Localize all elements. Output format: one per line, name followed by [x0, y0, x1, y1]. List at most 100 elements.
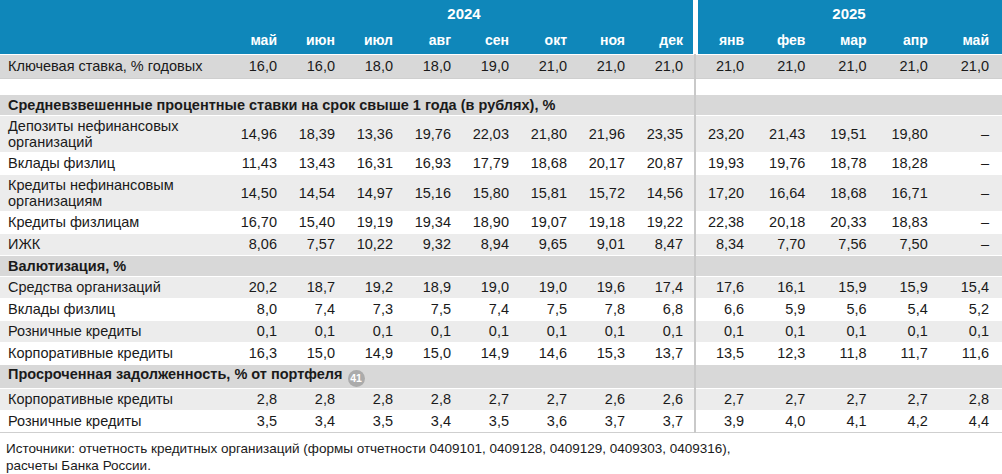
- value-cell: 0,1: [941, 320, 1002, 342]
- value-cell: 0,1: [464, 320, 522, 342]
- table-row: Вклады физлиц11,4313,4316,3116,9317,7918…: [0, 152, 1002, 174]
- value-cell: 20,17: [580, 152, 638, 174]
- value-cell: 15,3: [580, 342, 638, 364]
- value-cell: 17,79: [464, 152, 522, 174]
- value-cell: 19,0: [464, 276, 522, 298]
- value-cell: 22,38: [696, 211, 757, 233]
- value-cell: 2,7: [880, 388, 941, 410]
- value-cell: 15,9: [818, 276, 879, 298]
- row-label: ИЖК: [0, 233, 232, 255]
- table-row: Розничные кредиты0,10,10,10,10,10,10,10,…: [0, 320, 1002, 342]
- section-title-text: Валютизация, %: [8, 258, 126, 274]
- value-cell: 15,4: [941, 276, 1002, 298]
- value-cell: 15,72: [580, 174, 638, 211]
- value-cell: 18,83: [880, 211, 941, 233]
- value-cell: 15,0: [406, 342, 464, 364]
- value-cell: 21,0: [696, 54, 757, 78]
- value-cell: 3,5: [232, 410, 290, 432]
- value-cell: 18,7: [290, 276, 348, 298]
- value-cell: 5,4: [880, 298, 941, 320]
- section-title: Просроченная задолженность, % от портфел…: [0, 364, 1002, 388]
- value-cell: 5,9: [757, 298, 818, 320]
- value-cell: 2,8: [290, 388, 348, 410]
- value-cell: 16,0: [232, 54, 290, 78]
- value-cell: 9,01: [580, 233, 638, 255]
- value-cell: 19,80: [880, 115, 941, 152]
- row-label: Ключевая ставка, % годовых: [0, 54, 232, 78]
- value-cell: 18,39: [290, 115, 348, 152]
- value-cell: 16,31: [348, 152, 406, 174]
- value-cell: 7,8: [580, 298, 638, 320]
- section-header-row: Валютизация, %: [0, 255, 1002, 276]
- month-header-cell: май: [232, 27, 290, 54]
- value-cell: 18,9: [406, 276, 464, 298]
- table-row: Корпоративные кредиты2,82,82,82,82,72,72…: [0, 388, 1002, 410]
- value-cell: 2,6: [638, 388, 696, 410]
- rates-table-page: 20242025майиюниюлавгсеноктноядекянвфевма…: [0, 0, 1002, 474]
- value-cell: 19,93: [696, 152, 757, 174]
- value-cell: 5,6: [818, 298, 879, 320]
- section-title: Средневзвешенные процентные ставки на ср…: [0, 94, 1002, 115]
- month-header-cell: фев: [757, 27, 818, 54]
- value-cell: 9,65: [522, 233, 580, 255]
- value-cell: –: [941, 233, 1002, 255]
- spacer-row: [0, 78, 1002, 94]
- value-cell: 3,5: [464, 410, 522, 432]
- value-cell: 21,0: [580, 54, 638, 78]
- table-row: Средства организаций20,218,719,218,919,0…: [0, 276, 1002, 298]
- value-cell: 18,0: [348, 54, 406, 78]
- value-cell: 19,2: [348, 276, 406, 298]
- rates-table: 20242025майиюниюлавгсеноктноядекянвфевма…: [0, 0, 1002, 433]
- value-cell: 20,2: [232, 276, 290, 298]
- value-cell: 0,1: [638, 320, 696, 342]
- value-cell: 16,64: [757, 174, 818, 211]
- value-cell: 15,16: [406, 174, 464, 211]
- value-cell: 20,18: [757, 211, 818, 233]
- value-cell: 8,47: [638, 233, 696, 255]
- value-cell: 8,0: [232, 298, 290, 320]
- table-row: ИЖК8,067,5710,229,328,949,659,018,478,34…: [0, 233, 1002, 255]
- value-cell: 8,06: [232, 233, 290, 255]
- value-cell: 18,78: [818, 152, 879, 174]
- value-cell: 3,4: [290, 410, 348, 432]
- value-cell: 0,1: [580, 320, 638, 342]
- value-cell: 2,7: [696, 388, 757, 410]
- value-cell: 18,68: [522, 152, 580, 174]
- value-cell: 2,8: [406, 388, 464, 410]
- month-header-cell: май: [941, 27, 1002, 54]
- value-cell: 15,0: [290, 342, 348, 364]
- section-title: Валютизация, %: [0, 255, 1002, 276]
- value-cell: 5,2: [941, 298, 1002, 320]
- value-cell: 18,90: [464, 211, 522, 233]
- value-cell: 9,32: [406, 233, 464, 255]
- value-cell: 14,9: [464, 342, 522, 364]
- value-cell: 16,70: [232, 211, 290, 233]
- row-label: Кредиты физлицам: [0, 211, 232, 233]
- value-cell: 0,1: [232, 320, 290, 342]
- table-row: Кредиты нефинансовым организациям14,5014…: [0, 174, 1002, 211]
- value-cell: 7,56: [818, 233, 879, 255]
- row-label: Розничные кредиты: [0, 410, 232, 432]
- year-divider-header: [693, 0, 698, 54]
- value-cell: 19,07: [522, 211, 580, 233]
- value-cell: 7,5: [522, 298, 580, 320]
- value-cell: 8,34: [696, 233, 757, 255]
- value-cell: 4,0: [757, 410, 818, 432]
- value-cell: 14,6: [522, 342, 580, 364]
- value-cell: 4,4: [941, 410, 1002, 432]
- value-cell: 7,5: [406, 298, 464, 320]
- value-cell: 23,20: [696, 115, 757, 152]
- value-cell: 19,34: [406, 211, 464, 233]
- value-cell: 3,6: [522, 410, 580, 432]
- section-header-row: Просроченная задолженность, % от портфел…: [0, 364, 1002, 388]
- row-label: Депозиты нефинансовых организаций: [0, 115, 232, 152]
- value-cell: 21,0: [941, 54, 1002, 78]
- month-header-cell: июл: [348, 27, 406, 54]
- value-cell: 7,4: [290, 298, 348, 320]
- value-cell: 18,0: [406, 54, 464, 78]
- value-cell: 19,0: [522, 276, 580, 298]
- value-cell: 16,71: [880, 174, 941, 211]
- table-header: 20242025майиюниюлавгсеноктноядекянвфевма…: [0, 0, 1002, 54]
- month-header-cell: дек: [638, 27, 696, 54]
- table-row: Кредиты физлицам16,7015,4019,1919,3418,9…: [0, 211, 1002, 233]
